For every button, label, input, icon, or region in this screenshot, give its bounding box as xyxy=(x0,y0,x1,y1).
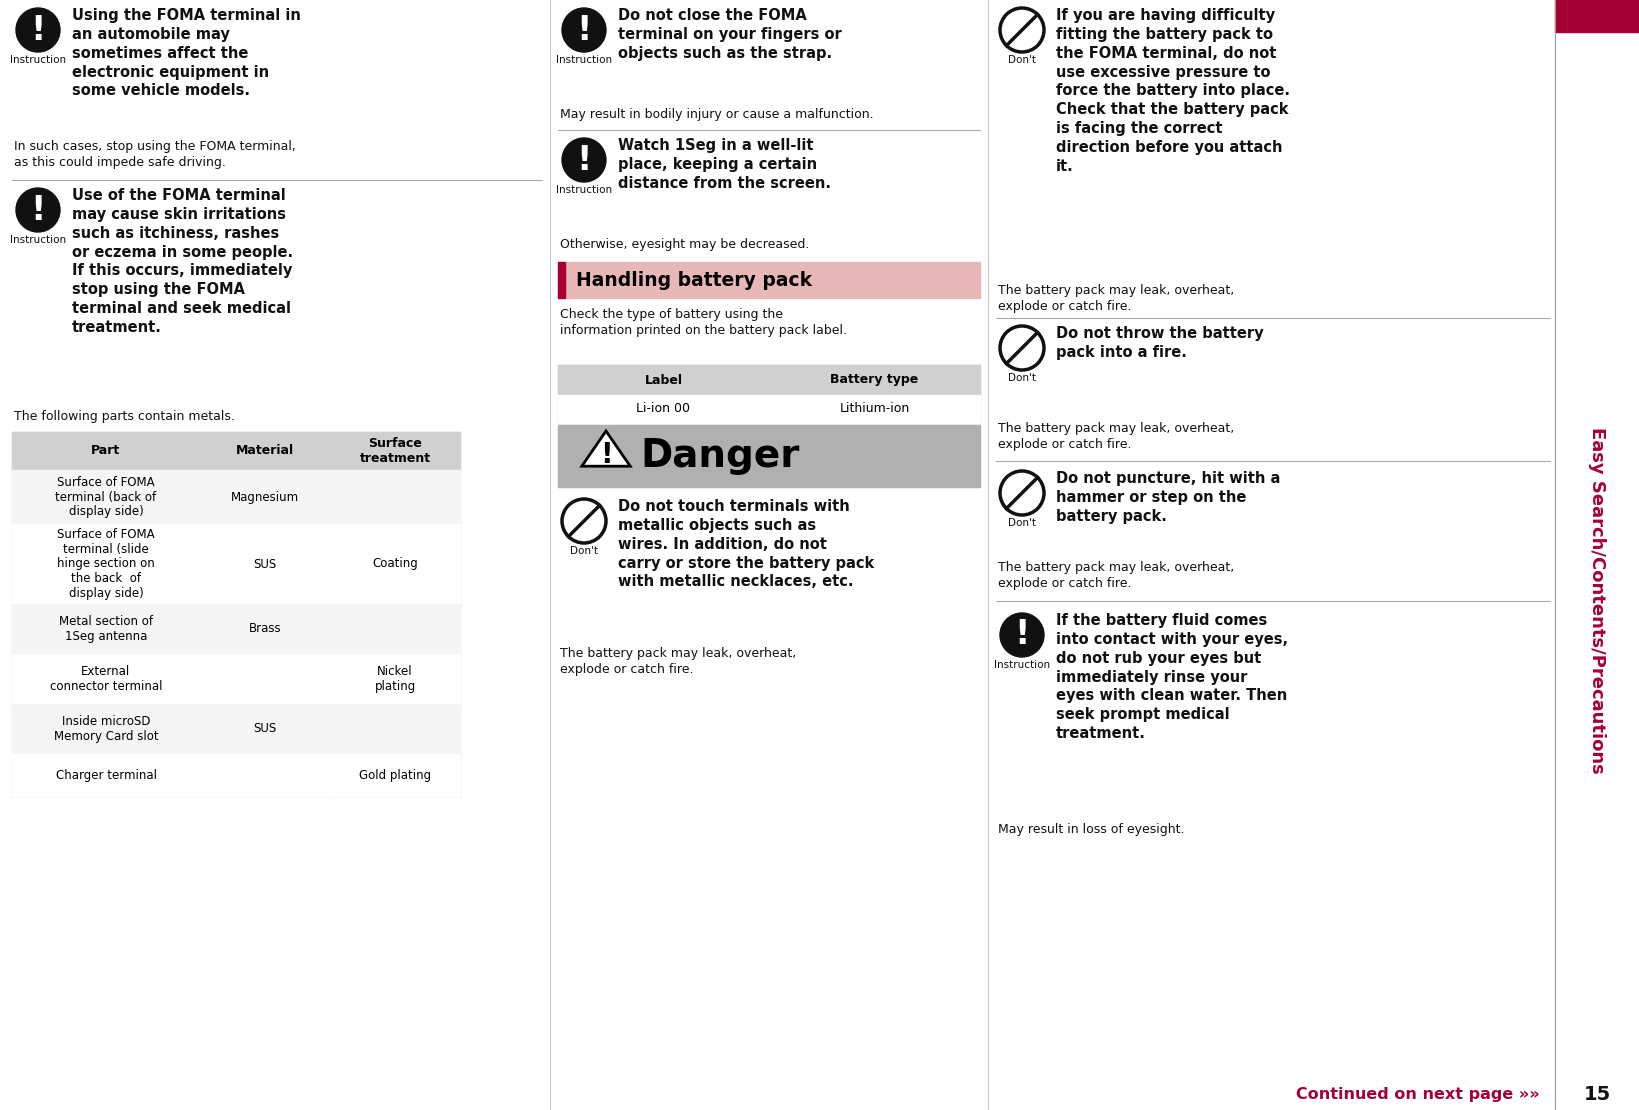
Text: Brass: Brass xyxy=(249,623,282,636)
Text: Coating: Coating xyxy=(372,557,418,571)
Bar xyxy=(11,754,461,796)
Text: !: ! xyxy=(30,13,46,47)
Text: 15: 15 xyxy=(1583,1086,1611,1104)
Text: SUS: SUS xyxy=(254,557,277,571)
Circle shape xyxy=(1000,613,1044,657)
Text: Lithium-ion: Lithium-ion xyxy=(839,403,910,415)
Text: Do not throw the battery
pack into a fire.: Do not throw the battery pack into a fir… xyxy=(1056,326,1264,360)
Text: External
connector terminal: External connector terminal xyxy=(49,665,162,693)
Text: Material: Material xyxy=(236,444,293,457)
Polygon shape xyxy=(582,431,631,466)
Text: Check the type of battery using the
information printed on the battery pack labe: Check the type of battery using the info… xyxy=(561,307,847,337)
Text: If you are having difficulty
fitting the battery pack to
the FOMA terminal, do n: If you are having difficulty fitting the… xyxy=(1056,8,1290,174)
Text: !: ! xyxy=(577,13,592,47)
Text: Metal section of
1Seg antenna: Metal section of 1Seg antenna xyxy=(59,615,152,643)
Text: Instruction: Instruction xyxy=(10,56,66,65)
Text: Don't: Don't xyxy=(1008,56,1036,65)
Circle shape xyxy=(1000,471,1044,515)
Text: Gold plating: Gold plating xyxy=(359,768,431,781)
Bar xyxy=(11,654,461,704)
Text: SUS: SUS xyxy=(254,723,277,736)
Text: Inside microSD
Memory Card slot: Inside microSD Memory Card slot xyxy=(54,715,159,743)
Bar xyxy=(11,432,461,470)
Text: Instruction: Instruction xyxy=(556,185,611,195)
Circle shape xyxy=(16,8,61,52)
Text: Continued on next page »»: Continued on next page »» xyxy=(1296,1088,1541,1102)
Text: Watch 1Seg in a well-lit
place, keeping a certain
distance from the screen.: Watch 1Seg in a well-lit place, keeping … xyxy=(618,138,831,191)
Bar xyxy=(557,425,980,487)
Text: The battery pack may leak, overheat,
explode or catch fire.: The battery pack may leak, overheat, exp… xyxy=(561,647,797,676)
Text: !: ! xyxy=(600,441,613,470)
Text: Danger: Danger xyxy=(639,437,800,475)
Bar xyxy=(11,524,461,604)
Text: Surface of FOMA
terminal (slide
hinge section on
the back  of
display side): Surface of FOMA terminal (slide hinge se… xyxy=(57,527,154,601)
Bar xyxy=(557,365,980,395)
Text: Magnesium: Magnesium xyxy=(231,491,298,504)
Text: Using the FOMA terminal in
an automobile may
sometimes affect the
electronic equ: Using the FOMA terminal in an automobile… xyxy=(72,8,302,99)
Text: !: ! xyxy=(577,143,592,176)
Text: Otherwise, eyesight may be decreased.: Otherwise, eyesight may be decreased. xyxy=(561,238,810,251)
Circle shape xyxy=(562,8,606,52)
Circle shape xyxy=(1000,326,1044,370)
Text: The battery pack may leak, overheat,
explode or catch fire.: The battery pack may leak, overheat, exp… xyxy=(998,561,1234,591)
Text: May result in bodily injury or cause a malfunction.: May result in bodily injury or cause a m… xyxy=(561,108,874,121)
Text: !: ! xyxy=(1015,618,1029,652)
Bar xyxy=(557,395,980,423)
Text: Do not puncture, hit with a
hammer or step on the
battery pack.: Do not puncture, hit with a hammer or st… xyxy=(1056,471,1280,524)
Text: Instruction: Instruction xyxy=(10,235,66,245)
Text: Easy Search/Contents/Precautions: Easy Search/Contents/Precautions xyxy=(1588,426,1606,774)
Bar xyxy=(557,262,980,297)
Text: Use of the FOMA terminal
may cause skin irritations
such as itchiness, rashes
or: Use of the FOMA terminal may cause skin … xyxy=(72,188,293,335)
Text: Label: Label xyxy=(644,373,682,386)
Text: !: ! xyxy=(30,193,46,226)
Text: If the battery fluid comes
into contact with your eyes,
do not rub your eyes but: If the battery fluid comes into contact … xyxy=(1056,613,1288,741)
Circle shape xyxy=(16,188,61,232)
Text: Instruction: Instruction xyxy=(993,660,1051,670)
Text: Nickel
plating: Nickel plating xyxy=(374,665,416,693)
Text: The following parts contain metals.: The following parts contain metals. xyxy=(15,410,234,423)
Circle shape xyxy=(1000,8,1044,52)
Bar xyxy=(1555,0,1639,1110)
Bar xyxy=(1555,0,1639,32)
Text: Li-ion 00: Li-ion 00 xyxy=(636,403,690,415)
Circle shape xyxy=(562,500,606,543)
Text: The battery pack may leak, overheat,
explode or catch fire.: The battery pack may leak, overheat, exp… xyxy=(998,422,1234,451)
Bar xyxy=(11,470,461,524)
Text: Instruction: Instruction xyxy=(556,56,611,65)
Text: Don't: Don't xyxy=(570,546,598,556)
Text: In such cases, stop using the FOMA terminal,
as this could impede safe driving.: In such cases, stop using the FOMA termi… xyxy=(15,140,297,169)
Bar xyxy=(11,704,461,754)
Text: May result in loss of eyesight.: May result in loss of eyesight. xyxy=(998,823,1185,836)
Text: Surface of FOMA
terminal (back of
display side): Surface of FOMA terminal (back of displa… xyxy=(56,475,157,518)
Text: Handling battery pack: Handling battery pack xyxy=(575,271,813,290)
Text: Part: Part xyxy=(92,444,121,457)
Text: The battery pack may leak, overheat,
explode or catch fire.: The battery pack may leak, overheat, exp… xyxy=(998,284,1234,313)
Text: Surface
treatment: Surface treatment xyxy=(359,437,431,465)
Bar xyxy=(557,262,565,297)
Text: Do not close the FOMA
terminal on your fingers or
objects such as the strap.: Do not close the FOMA terminal on your f… xyxy=(618,8,842,61)
Text: Charger terminal: Charger terminal xyxy=(56,768,156,781)
Bar xyxy=(11,604,461,654)
Text: Don't: Don't xyxy=(1008,373,1036,383)
Text: Don't: Don't xyxy=(1008,518,1036,528)
Text: Battery type: Battery type xyxy=(831,373,918,386)
Circle shape xyxy=(562,138,606,182)
Text: Do not touch terminals with
metallic objects such as
wires. In addition, do not
: Do not touch terminals with metallic obj… xyxy=(618,500,874,589)
